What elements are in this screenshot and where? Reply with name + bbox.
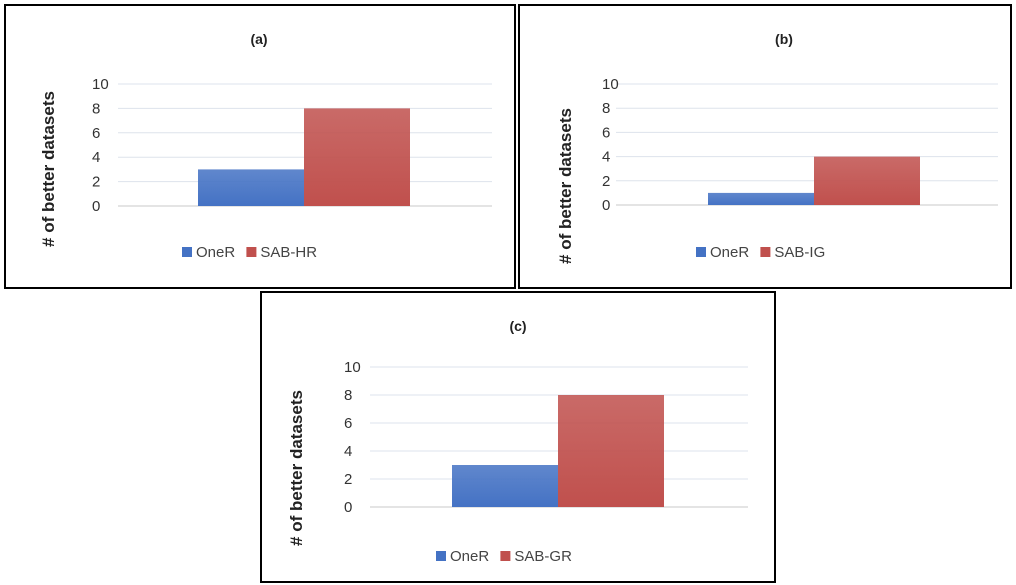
y-axis-label: # of better datasets	[287, 390, 306, 546]
chart-title: (b)	[775, 31, 793, 47]
legend-swatch	[760, 247, 771, 257]
chart-svg: (c) # of better datasets 10 8 6 4 2 0 OneR SAB-GR	[287, 318, 748, 565]
bar-oner	[198, 169, 304, 206]
legend-swatch	[500, 551, 511, 561]
chart-panel-a: (a) # of better datasets 10 8 6 4 2 0 OneR SAB-HR	[4, 4, 516, 289]
bar-oner	[452, 465, 558, 507]
chart-svg: (b) # of better datasets 10 8 6 4 2 0 OneR SAB-IG	[556, 31, 998, 264]
chart-panel-b: (b) # of better datasets 10 8 6 4 2 0 OneR SAB-IG	[518, 4, 1012, 289]
legend-label: OneR	[196, 244, 235, 261]
legend-label: SAB-IG	[774, 244, 825, 261]
y-tick-label: 2	[92, 174, 100, 191]
chart-panel-c: (c) # of better datasets 10 8 6 4 2 0 OneR SAB-GR	[260, 291, 776, 583]
y-tick-label: 4	[602, 149, 610, 166]
y-axis-label: # of better datasets	[556, 108, 575, 264]
chart-svg: (a) # of better datasets 10 8 6 4 2 0 OneR SAB-HR	[39, 31, 492, 261]
legend-label: SAB-HR	[260, 244, 317, 261]
bar-oner	[708, 192, 814, 205]
bar-sab-hr	[304, 108, 410, 206]
legend-swatch	[436, 551, 446, 561]
legend-swatch	[246, 247, 257, 257]
y-tick-label: 0	[602, 197, 610, 214]
y-tick-label: 2	[602, 173, 610, 190]
y-tick-label: 6	[602, 124, 610, 141]
y-axis-label: # of better datasets	[39, 91, 58, 247]
y-tick-label: 2	[344, 471, 352, 488]
y-tick-label: 8	[602, 100, 610, 117]
y-tick-label: 10	[344, 359, 361, 376]
chart-title: (a)	[250, 31, 267, 47]
legend-swatch	[182, 247, 192, 257]
bar-sab-ig	[814, 156, 920, 205]
y-tick-label: 10	[92, 76, 109, 93]
chart-title: (c)	[509, 318, 526, 334]
y-tick-label: 0	[92, 198, 100, 215]
y-tick-label: 0	[344, 499, 352, 516]
y-tick-label: 6	[92, 125, 100, 142]
y-tick-label: 10	[602, 76, 619, 93]
y-tick-label: 8	[344, 387, 352, 404]
legend-label: SAB-GR	[514, 548, 572, 565]
legend-swatch	[696, 247, 706, 257]
y-tick-label: 6	[344, 415, 352, 432]
y-tick-label: 4	[344, 443, 352, 460]
y-tick-label: 4	[92, 149, 100, 166]
bar-sab-gr	[558, 395, 664, 507]
legend-label: OneR	[710, 244, 749, 261]
legend-label: OneR	[450, 548, 489, 565]
y-tick-label: 8	[92, 100, 100, 117]
